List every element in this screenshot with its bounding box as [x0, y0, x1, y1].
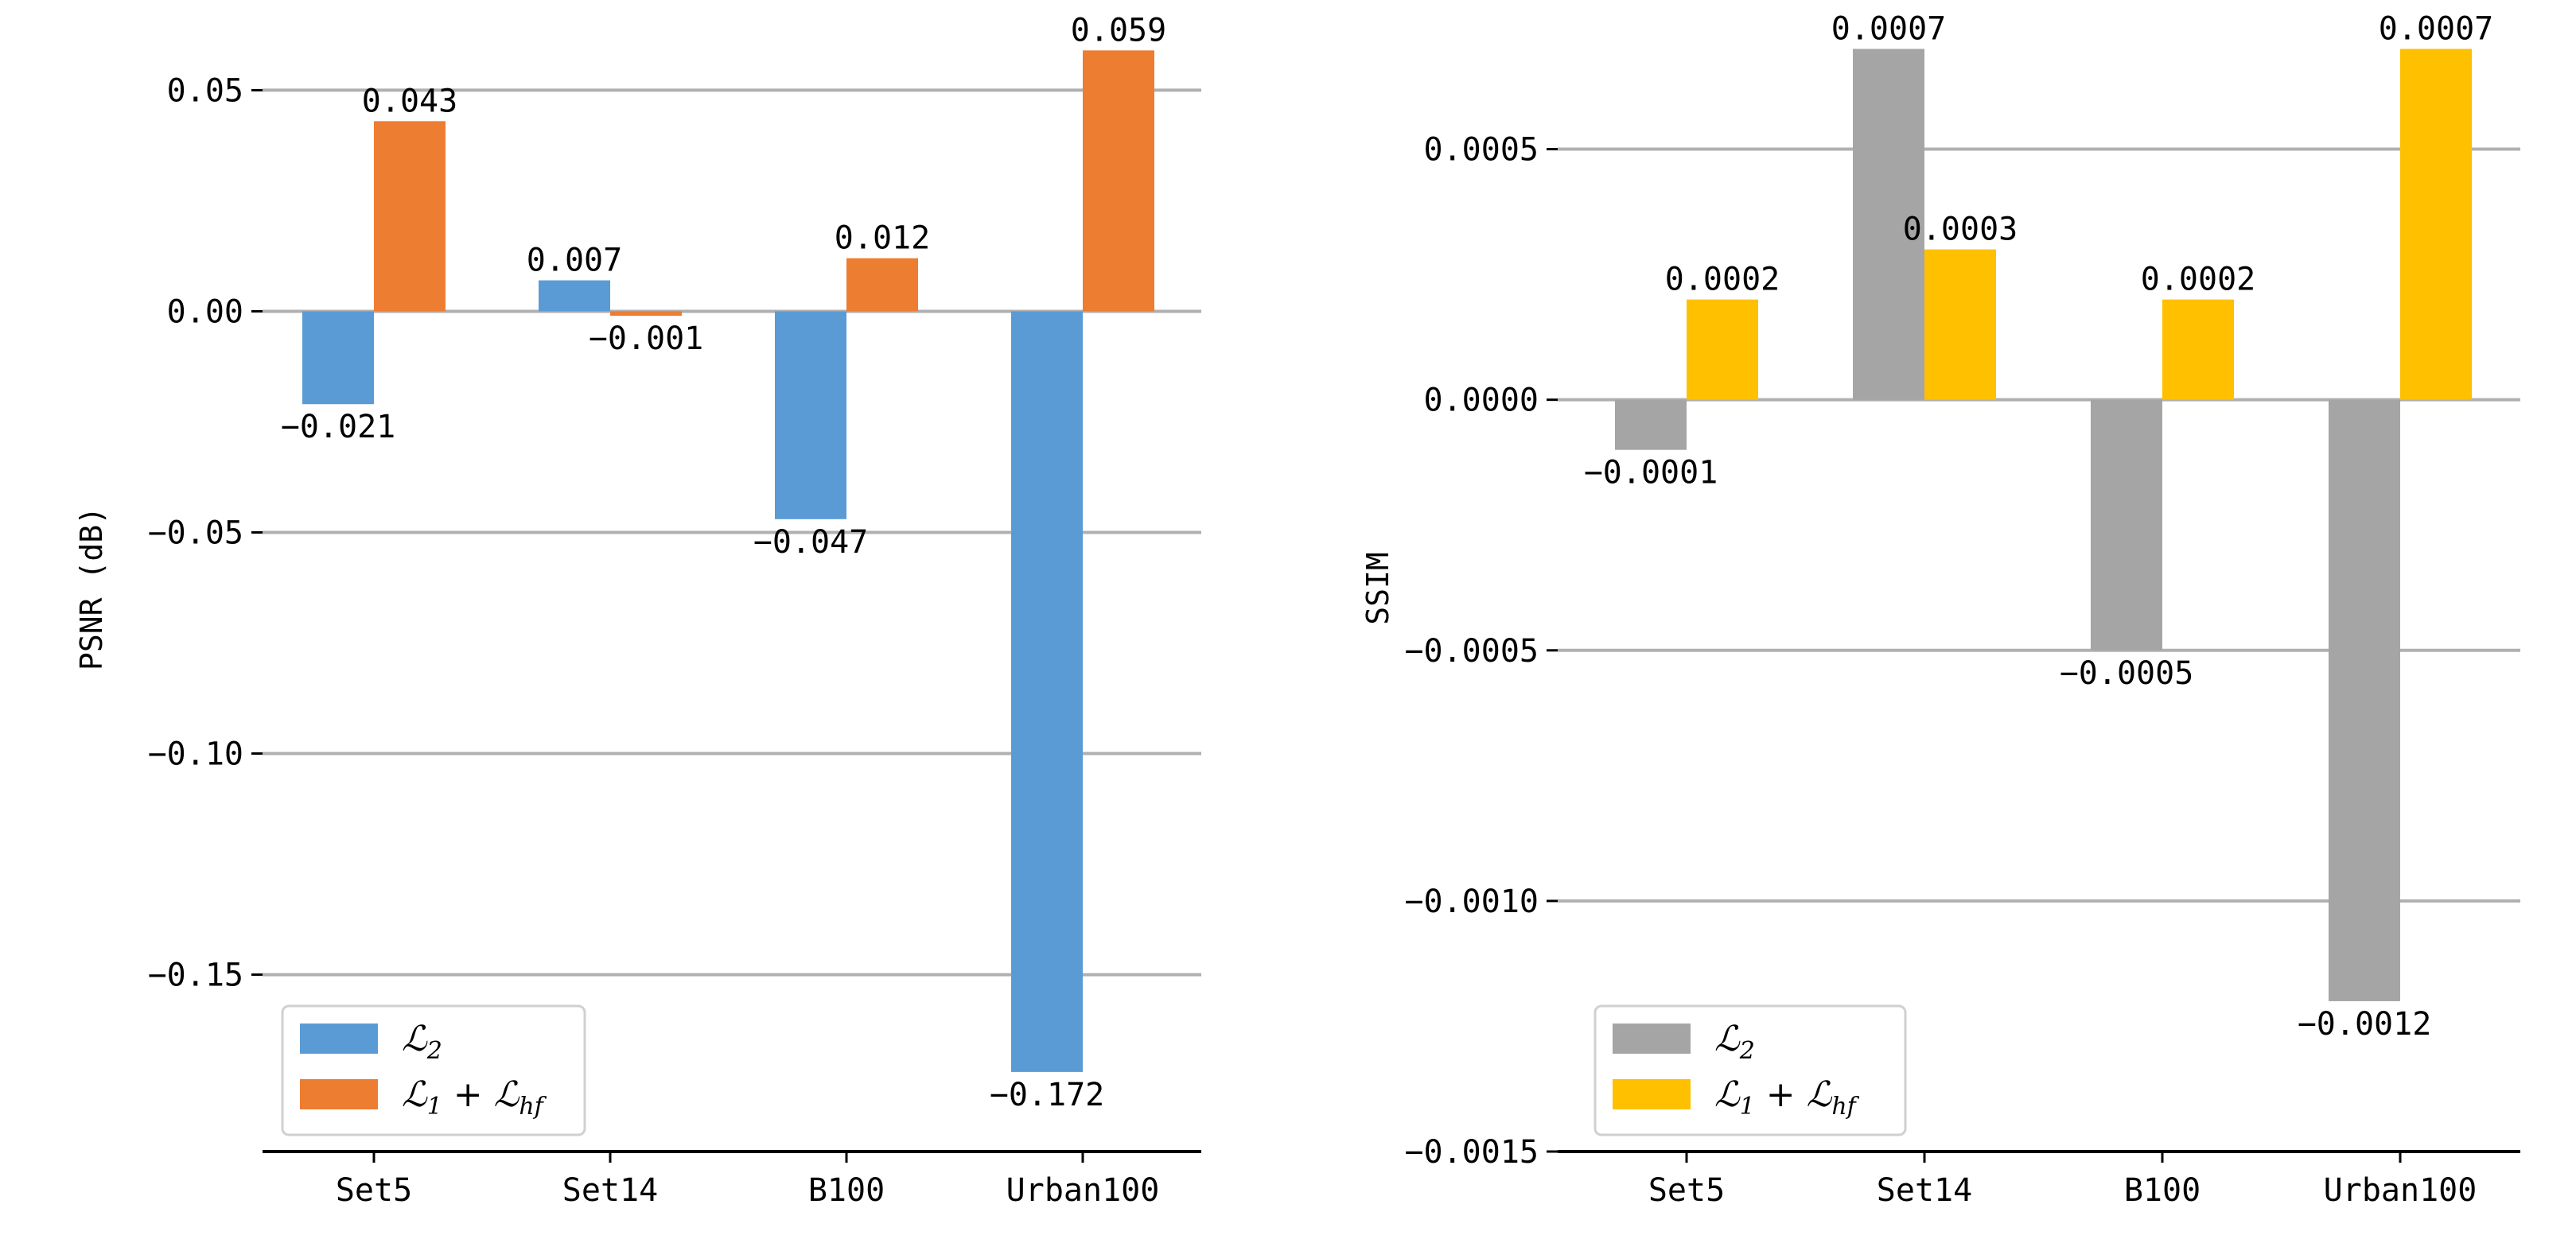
y-tick-label: 0.0000 — [1424, 383, 1539, 419]
data-label: 0.0002 — [2141, 262, 2256, 298]
legend-swatch — [1613, 1079, 1691, 1109]
legend-swatch — [300, 1079, 378, 1109]
y-tick-label: −0.0005 — [1404, 633, 1539, 670]
x-tick-label: Set14 — [562, 1172, 658, 1209]
legend-label: ℒ2 — [1714, 1019, 1755, 1065]
data-label: 0.0007 — [1831, 11, 1947, 48]
data-label: −0.0001 — [1584, 455, 1718, 491]
y-tick-label: −0.0015 — [1404, 1134, 1539, 1171]
bar — [302, 311, 374, 405]
data-label: −0.047 — [753, 524, 869, 561]
legend-label: ℒ1 + ℒhf — [1714, 1074, 1860, 1121]
bar — [775, 311, 846, 519]
x-tick-label: Urban100 — [1006, 1172, 1160, 1209]
y-tick-label: −0.10 — [148, 736, 243, 773]
data-label: −0.172 — [990, 1077, 1105, 1113]
bar — [610, 311, 682, 317]
x-tick-label: B100 — [2124, 1172, 2200, 1209]
data-label: 0.0003 — [1903, 212, 2018, 248]
y-axis-title: PSNR (dB) — [74, 507, 109, 670]
x-tick-label: Set14 — [1877, 1172, 1972, 1209]
bar — [1687, 299, 1758, 400]
bar — [539, 280, 610, 312]
legend-label: ℒ1 + ℒhf — [402, 1074, 547, 1121]
bar — [2329, 399, 2400, 1001]
data-label: 0.012 — [835, 220, 930, 257]
data-label: −0.0005 — [2060, 655, 2194, 692]
y-tick-label: −0.05 — [148, 515, 243, 551]
data-label: 0.043 — [362, 83, 457, 119]
legend: ℒ2 ℒ1 + ℒhf — [1593, 1004, 1907, 1136]
bar — [1853, 49, 1924, 400]
data-label: 0.059 — [1071, 12, 1166, 49]
bar — [2162, 299, 2234, 400]
y-tick-label: −0.15 — [148, 957, 243, 994]
legend-swatch — [300, 1024, 378, 1054]
bar — [1011, 311, 1083, 1072]
x-tick-label: Set5 — [1648, 1172, 1725, 1209]
data-label: −0.001 — [589, 320, 704, 357]
y-tick-label: 0.05 — [167, 72, 243, 109]
y-tick-label: 0.00 — [167, 293, 243, 330]
y-axis-title: SSIM — [1360, 552, 1395, 625]
x-tick-label: Urban100 — [2324, 1172, 2477, 1209]
bar — [374, 121, 446, 312]
bar — [846, 258, 918, 312]
y-tick-label: −0.0010 — [1404, 884, 1539, 920]
legend-swatch — [1613, 1024, 1691, 1054]
x-tick-label: Set5 — [336, 1172, 412, 1209]
data-label: 0.0007 — [2379, 11, 2494, 48]
data-label: −0.0012 — [2298, 1006, 2432, 1043]
data-label: 0.0002 — [1665, 262, 1780, 298]
y-tick-label: 0.0005 — [1424, 132, 1539, 169]
bar — [1924, 249, 1996, 400]
legend-label: ℒ2 — [402, 1019, 442, 1065]
bar — [1615, 399, 1687, 450]
data-label: 0.007 — [527, 243, 622, 279]
ssim-chart: 0.0005 0.0000 −0.0005 −0.0010 −0.0015 SSIM −0.… — [1360, 11, 2520, 1209]
data-label: −0.021 — [281, 409, 396, 445]
bar — [2400, 49, 2472, 400]
legend: ℒ2 ℒ1 + ℒhf — [281, 1004, 586, 1136]
psnr-chart: 0.05 0.00 −0.05 −0.10 −0.15 PSNR (dB) −0.021 0.… — [74, 12, 1201, 1209]
bar — [2091, 399, 2162, 651]
x-tick-label: B100 — [808, 1172, 885, 1209]
bar — [1083, 50, 1154, 312]
